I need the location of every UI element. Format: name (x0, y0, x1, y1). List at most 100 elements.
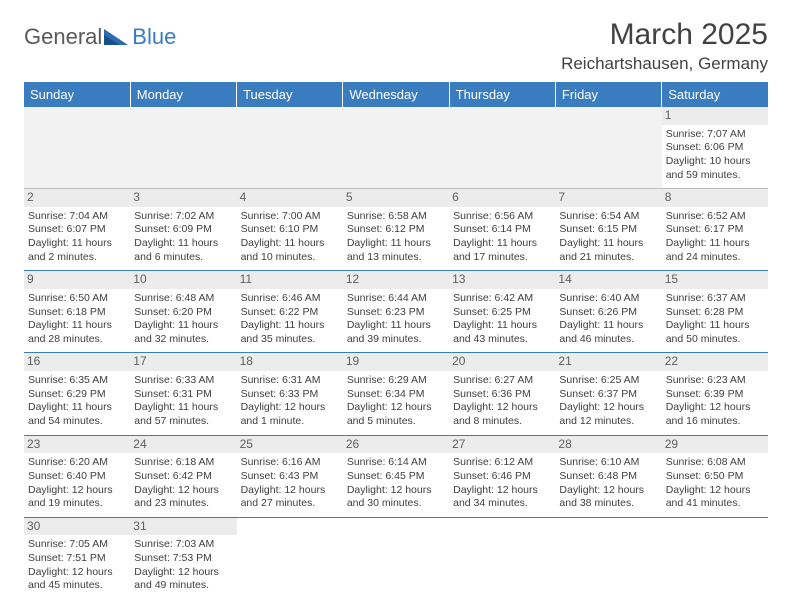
day-number: 30 (24, 518, 130, 536)
daylight-line: Daylight: 11 hours and 28 minutes. (28, 319, 126, 346)
daylight-line: Daylight: 11 hours and 2 minutes. (28, 237, 126, 264)
day-number: 24 (130, 436, 236, 454)
weekday-header: Wednesday (343, 82, 449, 107)
calendar-row: 2Sunrise: 7:04 AMSunset: 6:07 PMDaylight… (24, 189, 768, 271)
day-number: 10 (130, 271, 236, 289)
daylight-line: Daylight: 11 hours and 17 minutes. (453, 237, 551, 264)
logo: General Blue (24, 24, 176, 50)
sunset-line: Sunset: 6:17 PM (666, 223, 764, 237)
sunset-line: Sunset: 6:34 PM (347, 388, 445, 402)
calendar-cell: 12Sunrise: 6:44 AMSunset: 6:23 PMDayligh… (343, 271, 449, 353)
calendar-cell-empty (237, 517, 343, 599)
day-number: 25 (237, 436, 343, 454)
day-number: 14 (555, 271, 661, 289)
daylight-line: Daylight: 12 hours and 16 minutes. (666, 401, 764, 428)
daylight-line: Daylight: 11 hours and 10 minutes. (241, 237, 339, 264)
day-number: 9 (24, 271, 130, 289)
daylight-line: Daylight: 11 hours and 46 minutes. (559, 319, 657, 346)
daylight-line: Daylight: 11 hours and 50 minutes. (666, 319, 764, 346)
sunset-line: Sunset: 6:33 PM (241, 388, 339, 402)
day-number: 22 (662, 353, 768, 371)
weekday-header: Tuesday (237, 82, 343, 107)
daylight-line: Daylight: 12 hours and 1 minute. (241, 401, 339, 428)
calendar-body: 1Sunrise: 7:07 AMSunset: 6:06 PMDaylight… (24, 107, 768, 599)
sunset-line: Sunset: 6:26 PM (559, 306, 657, 320)
sunrise-line: Sunrise: 6:54 AM (559, 210, 657, 224)
day-number: 20 (449, 353, 555, 371)
sunrise-line: Sunrise: 6:20 AM (28, 456, 126, 470)
sunset-line: Sunset: 6:18 PM (28, 306, 126, 320)
sunrise-line: Sunrise: 6:14 AM (347, 456, 445, 470)
daylight-line: Daylight: 12 hours and 45 minutes. (28, 566, 126, 593)
day-number: 17 (130, 353, 236, 371)
sunrise-line: Sunrise: 6:18 AM (134, 456, 232, 470)
day-number: 31 (130, 518, 236, 536)
weekday-header: Saturday (662, 82, 768, 107)
calendar-cell: 6Sunrise: 6:56 AMSunset: 6:14 PMDaylight… (449, 189, 555, 271)
day-number: 29 (662, 436, 768, 454)
calendar-cell: 2Sunrise: 7:04 AMSunset: 6:07 PMDaylight… (24, 189, 130, 271)
calendar-cell: 3Sunrise: 7:02 AMSunset: 6:09 PMDaylight… (130, 189, 236, 271)
daylight-line: Daylight: 12 hours and 5 minutes. (347, 401, 445, 428)
sunset-line: Sunset: 6:28 PM (666, 306, 764, 320)
calendar-cell-empty (555, 107, 661, 189)
calendar-cell: 1Sunrise: 7:07 AMSunset: 6:06 PMDaylight… (662, 107, 768, 189)
daylight-line: Daylight: 11 hours and 39 minutes. (347, 319, 445, 346)
sunset-line: Sunset: 6:29 PM (28, 388, 126, 402)
calendar-cell: 15Sunrise: 6:37 AMSunset: 6:28 PMDayligh… (662, 271, 768, 353)
weekday-header-row: SundayMondayTuesdayWednesdayThursdayFrid… (24, 82, 768, 107)
sunrise-line: Sunrise: 7:07 AM (666, 128, 764, 142)
calendar-row: 16Sunrise: 6:35 AMSunset: 6:29 PMDayligh… (24, 353, 768, 435)
weekday-header: Thursday (449, 82, 555, 107)
calendar-cell: 7Sunrise: 6:54 AMSunset: 6:15 PMDaylight… (555, 189, 661, 271)
weekday-header: Monday (130, 82, 236, 107)
calendar-cell-empty (237, 107, 343, 189)
calendar-row: 30Sunrise: 7:05 AMSunset: 7:51 PMDayligh… (24, 517, 768, 599)
sunrise-line: Sunrise: 6:35 AM (28, 374, 126, 388)
sunset-line: Sunset: 6:50 PM (666, 470, 764, 484)
daylight-line: Daylight: 12 hours and 8 minutes. (453, 401, 551, 428)
sunrise-line: Sunrise: 6:33 AM (134, 374, 232, 388)
calendar-cell: 16 Sunrise: 6:35 AMSunset: 6:29 PMDayligh… (24, 353, 130, 435)
sunset-line: Sunset: 6:10 PM (241, 223, 339, 237)
day-number: 23 (24, 436, 130, 454)
sunrise-line: Sunrise: 6:46 AM (241, 292, 339, 306)
sunset-line: Sunset: 7:51 PM (28, 552, 126, 566)
header: General Blue March 2025 Reichartshausen,… (24, 18, 768, 74)
sunset-line: Sunset: 6:48 PM (559, 470, 657, 484)
daylight-line: Daylight: 12 hours and 23 minutes. (134, 484, 232, 511)
daylight-line: Daylight: 11 hours and 54 minutes. (28, 401, 126, 428)
calendar-cell-empty (449, 517, 555, 599)
daylight-line: Daylight: 11 hours and 35 minutes. (241, 319, 339, 346)
sunset-line: Sunset: 7:53 PM (134, 552, 232, 566)
day-number: 28 (555, 436, 661, 454)
day-number: 16 (24, 353, 130, 371)
calendar-cell: 24Sunrise: 6:18 AMSunset: 6:42 PMDayligh… (130, 435, 236, 517)
sunrise-line: Sunrise: 6:42 AM (453, 292, 551, 306)
daylight-line: Daylight: 10 hours and 59 minutes. (666, 155, 764, 182)
sunrise-line: Sunrise: 6:25 AM (559, 374, 657, 388)
sunrise-line: Sunrise: 6:48 AM (134, 292, 232, 306)
calendar-cell: 5Sunrise: 6:58 AMSunset: 6:12 PMDaylight… (343, 189, 449, 271)
calendar-cell-empty (343, 107, 449, 189)
day-number: 6 (449, 189, 555, 207)
sunrise-line: Sunrise: 6:44 AM (347, 292, 445, 306)
day-number: 4 (237, 189, 343, 207)
sunset-line: Sunset: 6:07 PM (28, 223, 126, 237)
daylight-line: Daylight: 12 hours and 49 minutes. (134, 566, 232, 593)
sunrise-line: Sunrise: 6:40 AM (559, 292, 657, 306)
sunrise-line: Sunrise: 7:04 AM (28, 210, 126, 224)
sunset-line: Sunset: 6:15 PM (559, 223, 657, 237)
calendar-cell-empty (449, 107, 555, 189)
sunset-line: Sunset: 6:22 PM (241, 306, 339, 320)
calendar-row: 1Sunrise: 7:07 AMSunset: 6:06 PMDaylight… (24, 107, 768, 189)
daylight-line: Daylight: 11 hours and 21 minutes. (559, 237, 657, 264)
day-number: 27 (449, 436, 555, 454)
day-number: 18 (237, 353, 343, 371)
calendar-cell: 9Sunrise: 6:50 AMSunset: 6:18 PMDaylight… (24, 271, 130, 353)
daylight-line: Daylight: 11 hours and 57 minutes. (134, 401, 232, 428)
sunrise-line: Sunrise: 6:31 AM (241, 374, 339, 388)
calendar-cell: 19Sunrise: 6:29 AMSunset: 6:34 PMDayligh… (343, 353, 449, 435)
sunrise-line: Sunrise: 7:00 AM (241, 210, 339, 224)
sunrise-line: Sunrise: 6:56 AM (453, 210, 551, 224)
